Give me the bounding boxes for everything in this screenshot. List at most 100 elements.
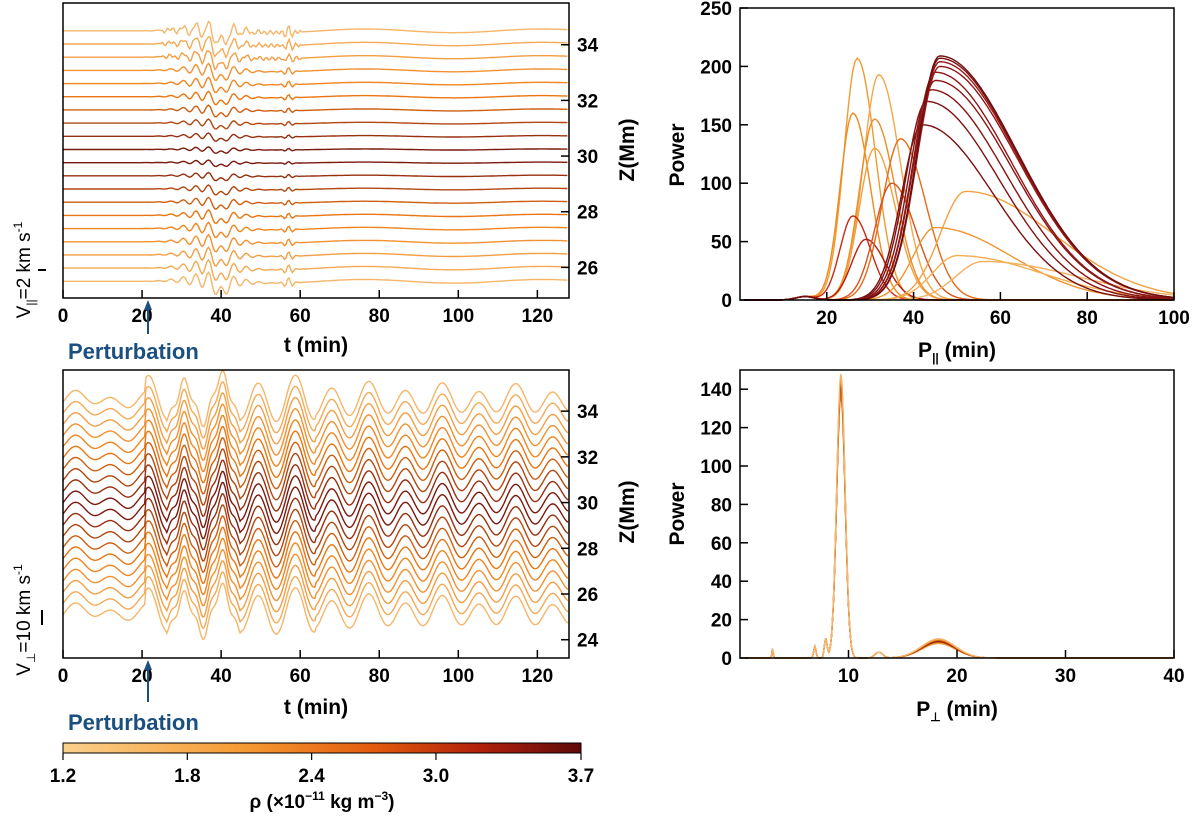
p1-axes-ytick-label-1: 28 [577,203,598,224]
p2-axes-xtick-label-1: 40 [903,308,924,329]
colorbar: 1.2 1.8 2.4 3.0 3.7 ρ (×10−11 kg m−3) [50,742,594,813]
p3-trace-10 [62,470,569,529]
p2-curve-2 [744,73,1174,301]
p2-axes-ytick-label-5: 250 [700,0,732,20]
p1-trace-3 [63,233,568,253]
p4-curve-3 [745,388,1174,659]
p4-curve-7 [745,378,1174,659]
p1-trace-0 [63,271,568,296]
p1-trace-13 [63,104,568,118]
p2-curve-20 [744,57,1175,301]
colorbar-ticks: 1.2 1.8 2.4 3.0 3.7 [50,753,594,787]
p2-xlabel: P|| (min) [918,339,996,365]
p1-trace-4 [63,221,568,239]
p4-axes-xtick-label-3: 40 [1163,666,1184,687]
p2-curve-7 [744,138,1174,301]
p1-axes-ytick-label-0: 26 [577,258,598,279]
p1-axes-ytick-label-3: 32 [577,91,598,112]
p3-perturbation-arrowhead [143,660,152,670]
p2-curve-17 [744,71,1175,301]
p1-trace-2 [63,246,568,267]
p4-axes-ytick-label-4: 80 [711,495,732,516]
p4-xlabel: P⊥ (min) [916,698,998,724]
p1-xlabel: t (min) [284,334,348,357]
p4-curve-4 [745,386,1174,659]
p2-curve-16 [744,79,1175,301]
p3-trace-3 [62,549,569,607]
p2-axes: 20 40 60 80 100 0 50 100 150 200 250 [700,0,1190,329]
p4-axes-ytick-label-0: 0 [721,649,732,670]
p2-axes-ytick-label-0: 0 [721,291,732,312]
p2-curve-19 [744,60,1175,301]
p2-axes-ytick-label-1: 50 [711,233,732,254]
p1-perturbation-arrowhead [143,300,152,310]
p3-traces [62,370,569,641]
p3-perturbation-label: Perturbation [68,710,199,735]
colorbar-tick-label-4: 3.7 [568,766,594,787]
p3-axes-ytick-label-2: 28 [577,539,598,560]
p4-ylabel: Power [666,482,689,545]
p2-curve-8 [744,182,1174,301]
p3-trace-12 [62,448,569,506]
p3-trace-18 [62,381,569,439]
p4-curve-1 [745,393,1174,659]
p4-axes-ytick-label-5: 100 [700,457,732,478]
p1-trace-18 [63,36,568,59]
p4-axes: 10 20 30 40 0 20 40 60 80 100 120 140 [700,380,1184,687]
p4-curve-9 [745,373,1174,659]
p2-curve-0 [744,57,1174,301]
p2-axes-ytick-label-2: 100 [700,174,732,195]
p1-trace-16 [63,62,568,82]
p1-ylabel-right: Z(Mm) [616,119,639,182]
p1-traces [63,20,568,296]
p2-axes-ytick-label-4: 200 [700,57,732,78]
p3-frame [62,369,570,659]
p3-trace-7 [62,504,569,562]
p1-trace-14 [63,90,568,106]
p3-ylabel-left: V⊥=10 km s-1 [11,564,38,676]
p1-trace-17 [63,50,568,71]
p3-axes-ytick-label-3: 30 [577,494,598,515]
p1-trace-12 [63,118,568,130]
p1-trace-5 [63,208,568,224]
p3-trace-2 [62,560,569,618]
p1-trace-7 [63,184,568,196]
p1-trace-11 [63,132,568,142]
p3-axes-xtick-label-2: 40 [211,666,232,687]
p1-frame [62,2,570,299]
p4-axes-xtick-label-0: 10 [838,666,859,687]
p3-trace-0 [62,582,569,641]
p1-trace-9 [63,159,568,168]
p3-trace-19 [62,370,569,428]
colorbar-tick-label-3: 3.0 [423,766,449,787]
p4-curves [745,373,1174,659]
p4-axes-ytick-label-7: 140 [700,380,732,401]
p1-axes-xtick-label-3: 60 [290,306,311,327]
p3-perturbation-annotation: Perturbation [68,660,199,735]
panel-vperp-power: 10 20 30 40 0 20 40 60 80 100 120 140 P⊥ (min) Powe… [666,369,1185,724]
p4-curve-0 [745,396,1174,659]
p2-ylabel: Power [666,123,689,186]
p1-perturbation-label: Perturbation [68,339,199,364]
p3-axes-ytick-label-0: 24 [577,631,599,652]
p4-axes-xtick-label-2: 30 [1055,666,1076,687]
p2-frame [739,7,1175,301]
p3-trace-14 [62,425,569,484]
p4-curve-6 [745,381,1174,659]
p1-axes-ytick-label-4: 34 [577,36,599,57]
p3-trace-1 [62,571,569,629]
p3-axes-xtick-label-5: 100 [442,666,474,687]
p1-trace-19 [63,20,568,46]
p1-axes-ytick-label-2: 30 [577,147,598,168]
p1-axes-xtick-label-2: 40 [211,306,232,327]
p2-curve-14 [744,100,1175,301]
p1-trace-6 [63,196,568,210]
p1-trace-8 [63,171,568,182]
p3-axes-xtick-label-4: 80 [369,666,390,687]
p3-axes-xtick-label-3: 60 [290,666,311,687]
p4-axes-xtick-label-1: 20 [946,666,967,687]
p1-axes-xtick-label-4: 80 [369,306,390,327]
colorbar-tick-label-0: 1.2 [50,766,76,787]
